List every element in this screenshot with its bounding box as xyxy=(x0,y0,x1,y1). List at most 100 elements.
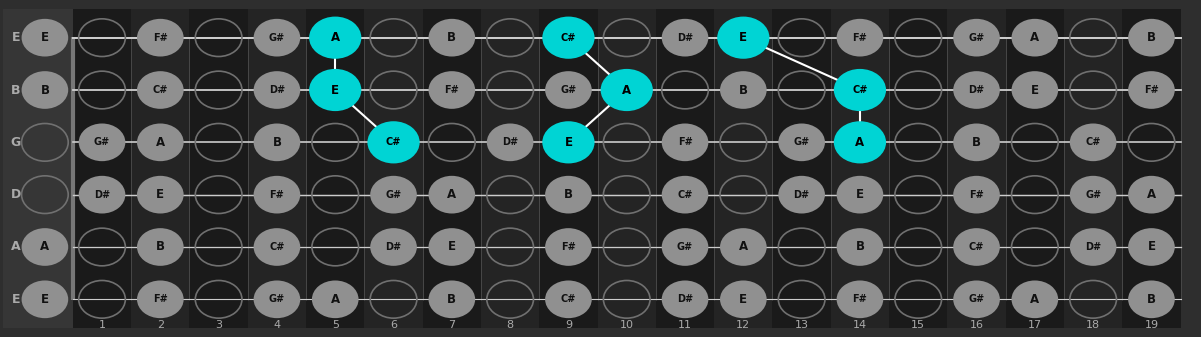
Text: 14: 14 xyxy=(853,320,867,331)
Ellipse shape xyxy=(22,280,68,318)
Text: F#: F# xyxy=(561,242,575,252)
Text: E: E xyxy=(856,188,864,201)
Text: A: A xyxy=(11,241,20,253)
Text: B: B xyxy=(273,136,281,149)
Ellipse shape xyxy=(137,280,184,318)
Ellipse shape xyxy=(429,71,476,109)
Ellipse shape xyxy=(662,123,709,161)
Ellipse shape xyxy=(1070,228,1117,266)
Ellipse shape xyxy=(662,19,709,57)
Text: A: A xyxy=(1147,188,1157,201)
Bar xyxy=(1064,9,1122,328)
Ellipse shape xyxy=(954,123,1000,161)
Ellipse shape xyxy=(1128,19,1175,57)
Ellipse shape xyxy=(717,17,770,59)
Text: 10: 10 xyxy=(620,320,634,331)
Text: E: E xyxy=(740,31,747,44)
Ellipse shape xyxy=(721,280,766,318)
Text: D#: D# xyxy=(269,85,285,95)
Text: F#: F# xyxy=(1145,85,1159,95)
Bar xyxy=(831,9,889,328)
Ellipse shape xyxy=(778,176,825,214)
Text: G#: G# xyxy=(94,137,110,147)
Ellipse shape xyxy=(1128,228,1175,266)
Text: G#: G# xyxy=(1085,190,1101,200)
Ellipse shape xyxy=(368,121,419,163)
Text: B: B xyxy=(447,31,456,44)
Text: 19: 19 xyxy=(1145,320,1159,331)
Ellipse shape xyxy=(545,71,592,109)
Text: 3: 3 xyxy=(215,320,222,331)
Text: 9: 9 xyxy=(564,320,572,331)
Text: F#: F# xyxy=(677,137,693,147)
Ellipse shape xyxy=(545,228,592,266)
Text: C#: C# xyxy=(561,294,576,304)
Ellipse shape xyxy=(312,280,359,318)
Ellipse shape xyxy=(253,280,300,318)
Text: F#: F# xyxy=(444,85,459,95)
Text: D#: D# xyxy=(502,137,518,147)
Text: D#: D# xyxy=(677,33,693,43)
Text: A: A xyxy=(1030,293,1039,306)
Text: G#: G# xyxy=(386,190,401,200)
Text: F#: F# xyxy=(969,190,984,200)
Ellipse shape xyxy=(545,280,592,318)
Text: G#: G# xyxy=(561,85,576,95)
Text: D#: D# xyxy=(677,294,693,304)
Text: A: A xyxy=(739,241,748,253)
Text: A: A xyxy=(1030,31,1039,44)
Ellipse shape xyxy=(429,228,476,266)
Text: E: E xyxy=(12,31,20,44)
Bar xyxy=(306,9,364,328)
Ellipse shape xyxy=(1011,19,1058,57)
Ellipse shape xyxy=(662,176,709,214)
Text: G#: G# xyxy=(968,294,985,304)
Ellipse shape xyxy=(1011,280,1058,318)
Text: 15: 15 xyxy=(912,320,925,331)
Bar xyxy=(190,9,247,328)
Text: 1: 1 xyxy=(98,320,106,331)
Text: A: A xyxy=(447,188,456,201)
Ellipse shape xyxy=(486,123,533,161)
Bar xyxy=(1122,9,1181,328)
Bar xyxy=(364,9,423,328)
Text: B: B xyxy=(1147,293,1155,306)
Ellipse shape xyxy=(778,123,825,161)
Ellipse shape xyxy=(79,176,125,214)
Ellipse shape xyxy=(954,280,1000,318)
Text: B: B xyxy=(156,241,165,253)
Text: B: B xyxy=(447,293,456,306)
Text: 13: 13 xyxy=(795,320,808,331)
Text: E: E xyxy=(1030,84,1039,96)
Bar xyxy=(73,9,131,328)
Text: 8: 8 xyxy=(507,320,514,331)
Bar xyxy=(656,9,715,328)
Ellipse shape xyxy=(1128,71,1175,109)
Text: B: B xyxy=(41,84,49,96)
Ellipse shape xyxy=(370,176,417,214)
Text: E: E xyxy=(41,31,49,44)
Text: C#: C# xyxy=(153,85,168,95)
Text: B: B xyxy=(1147,31,1155,44)
Text: 2: 2 xyxy=(157,320,163,331)
Ellipse shape xyxy=(137,19,184,57)
Ellipse shape xyxy=(309,17,362,59)
Text: E: E xyxy=(1147,241,1155,253)
Text: 11: 11 xyxy=(679,320,692,331)
Ellipse shape xyxy=(253,228,300,266)
Ellipse shape xyxy=(137,123,184,161)
Ellipse shape xyxy=(253,19,300,57)
Ellipse shape xyxy=(833,69,886,111)
Bar xyxy=(715,9,772,328)
Bar xyxy=(2,9,73,328)
Text: B: B xyxy=(739,84,748,96)
Ellipse shape xyxy=(22,71,68,109)
Text: A: A xyxy=(156,136,165,149)
Ellipse shape xyxy=(662,280,709,318)
Text: A: A xyxy=(622,84,632,96)
Text: B: B xyxy=(855,241,865,253)
Ellipse shape xyxy=(833,121,886,163)
Text: B: B xyxy=(564,188,573,201)
Text: G#: G# xyxy=(968,33,985,43)
Text: 18: 18 xyxy=(1086,320,1100,331)
